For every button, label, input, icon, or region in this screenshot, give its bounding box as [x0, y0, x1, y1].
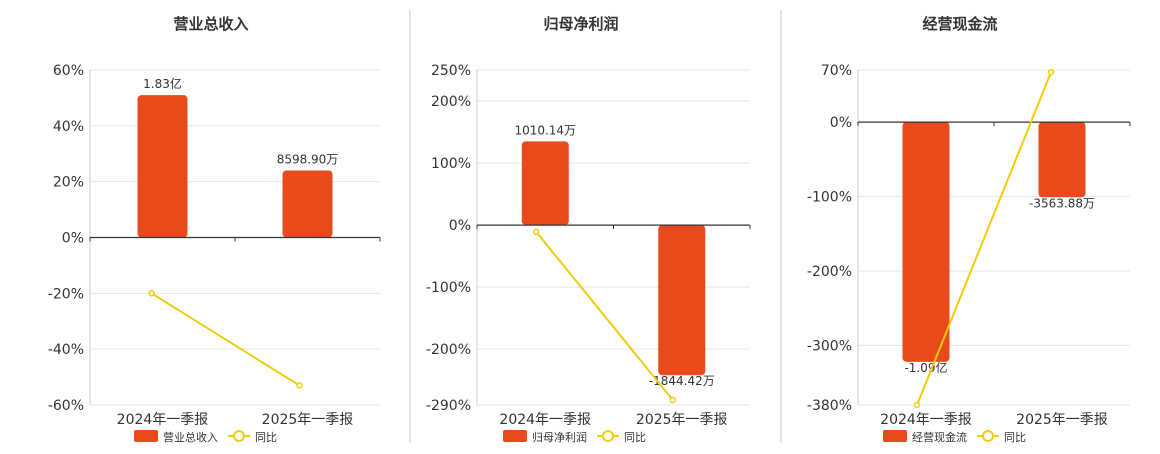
legend-label-line: 同比 — [255, 431, 277, 444]
y-tick-label: -100% — [807, 190, 852, 206]
x-category-label: 2024年一季报 — [880, 412, 972, 428]
legend-swatch-marker — [982, 430, 994, 442]
y-tick-label: -300% — [807, 338, 852, 354]
y-tick-label: 250% — [431, 63, 471, 79]
yoy-point — [296, 382, 303, 389]
x-category-label: 2025年一季报 — [1016, 412, 1108, 428]
bar — [1038, 122, 1086, 198]
yoy-point — [148, 290, 155, 297]
chart-title: 归母净利润 — [543, 15, 618, 33]
bar — [658, 225, 706, 376]
bar-data-label: 1010.14万 — [514, 123, 576, 137]
y-tick-label: -100% — [426, 280, 471, 296]
yoy-line — [916, 71, 1052, 406]
bar-data-label: -1844.42万 — [649, 374, 715, 388]
chart-panel-1: 营业总收入 60% 40% 20% 0% -20% -40% -60% 1.83亿 8598.90… — [48, 15, 381, 444]
x-category-label: 2025年一季报 — [262, 412, 354, 428]
legend-swatch-bar — [883, 430, 907, 442]
legend-swatch-bar — [503, 430, 527, 442]
y-tick-label: -200% — [807, 264, 852, 280]
yoy-line — [150, 292, 301, 387]
legend-swatch-marker — [233, 430, 245, 442]
bar — [521, 141, 569, 226]
y-tick-label: -290% — [426, 398, 471, 414]
legend-swatch-bar — [134, 430, 158, 442]
y-tick-label: 70% — [821, 63, 852, 79]
yoy-point — [1047, 68, 1055, 76]
bar-data-label: 1.83亿 — [143, 76, 182, 91]
legend-label-line: 同比 — [624, 431, 646, 444]
y-tick-label: -60% — [48, 398, 84, 414]
y-tick-label: -380% — [807, 398, 852, 414]
yoy-line — [535, 231, 674, 401]
yoy-point — [913, 401, 921, 409]
y-tick-label: 20% — [53, 175, 84, 191]
bar-data-label: 8598.90万 — [277, 153, 339, 167]
chart-title: 经营现金流 — [922, 15, 997, 33]
x-category-label: 2024年一季报 — [117, 412, 209, 428]
bar — [282, 170, 333, 238]
chart-panel-2: 归母净利润 250% 200% 100% 0% -100% -200% -290% 1010.1… — [426, 15, 751, 444]
bar-data-label: -1.09亿 — [904, 360, 947, 375]
y-tick-label: 60% — [53, 63, 84, 79]
y-tick-label: 200% — [431, 94, 471, 110]
bar — [902, 122, 950, 362]
legend-label-bar: 营业总收入 — [163, 430, 218, 444]
yoy-point — [669, 396, 676, 404]
legend-label-bar: 归母净利润 — [532, 430, 587, 444]
y-tick-label: 0% — [62, 231, 84, 247]
x-category-label: 2025年一季报 — [636, 412, 728, 428]
y-tick-label: -200% — [426, 342, 471, 358]
y-tick-label: 100% — [431, 156, 471, 172]
x-category-label: 2024年一季报 — [499, 412, 591, 428]
y-tick-label: 40% — [53, 119, 84, 135]
yoy-point — [533, 228, 540, 236]
y-tick-label: -20% — [48, 286, 84, 302]
y-tick-label: 0% — [449, 218, 471, 234]
legend-label-bar: 经营现金流 — [912, 430, 967, 444]
bar-data-label: -3563.88万 — [1029, 196, 1095, 210]
legend-swatch-marker — [602, 430, 614, 442]
chart-panel-3: 经营现金流 70% 0% -100% -200% -300% -380% -1.09亿 -356… — [807, 15, 1131, 444]
legend-label-line: 同比 — [1004, 431, 1026, 444]
bar — [137, 95, 188, 238]
chart-title: 营业总收入 — [173, 15, 248, 33]
y-tick-label: 0% — [830, 115, 852, 131]
y-tick-label: -40% — [48, 342, 84, 358]
